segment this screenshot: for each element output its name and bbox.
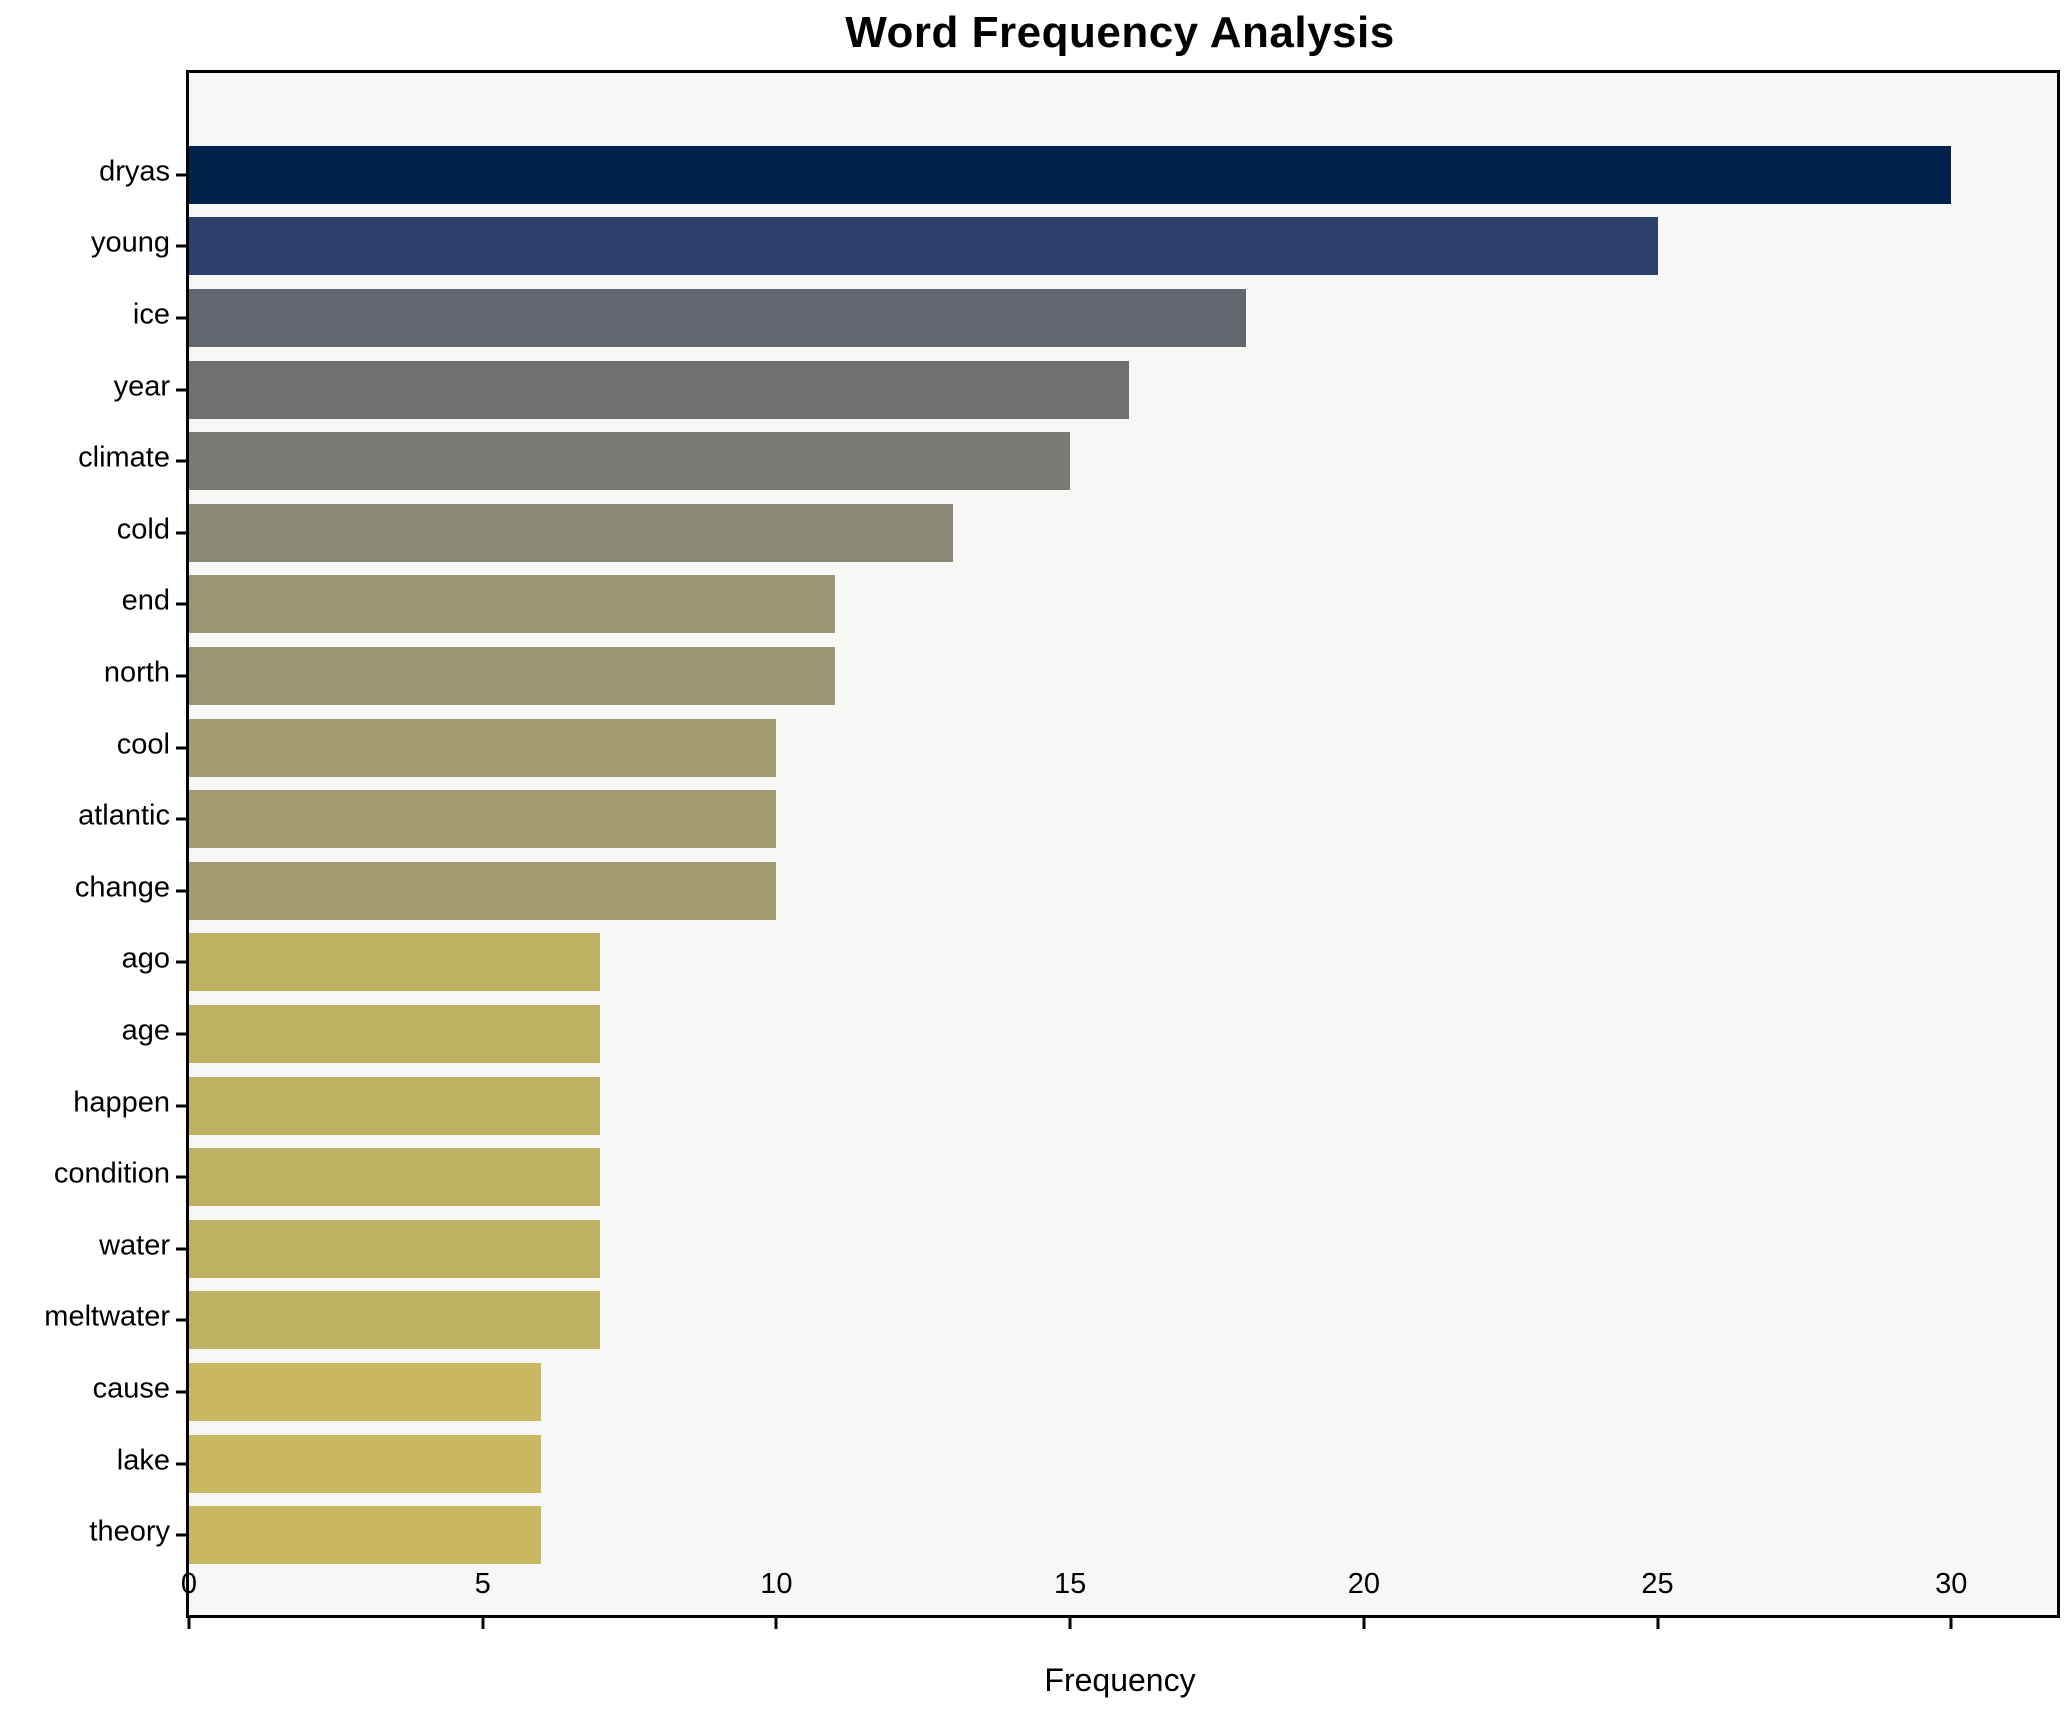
- bar-ice: [189, 289, 1247, 347]
- x-tick-label-0: 0: [180, 1568, 198, 1600]
- bar-cause: [189, 1363, 542, 1421]
- bar-condition: [189, 1148, 601, 1207]
- x-axis-label: Frequency: [1044, 1662, 1196, 1698]
- y-tick-mark: [176, 531, 186, 535]
- bar-cool: [189, 718, 777, 777]
- y-tick-mark: [176, 1175, 186, 1179]
- y-tick-label-north: north: [103, 656, 170, 689]
- plot-area: [176, 70, 2060, 1629]
- y-tick-mark: [176, 388, 186, 392]
- x-tick-label-30: 30: [1935, 1568, 1968, 1600]
- y-tick-mark: [176, 1533, 186, 1537]
- y-tick-mark: [176, 817, 186, 821]
- y-tick-label-meltwater: meltwater: [44, 1300, 170, 1333]
- y-tick-label-happen: happen: [73, 1086, 170, 1119]
- y-tick-label-young: young: [90, 226, 170, 259]
- x-tick-mark: [774, 1618, 778, 1629]
- bar-lake: [189, 1434, 542, 1493]
- y-tick-label-water: water: [99, 1229, 170, 1262]
- x-tick-mark: [1949, 1618, 1953, 1629]
- bar-young: [189, 217, 1658, 276]
- y-tick-mark: [176, 960, 186, 964]
- x-tick-mark: [1362, 1618, 1366, 1629]
- y-tick-mark: [176, 1318, 186, 1322]
- x-tick-mark: [481, 1618, 485, 1629]
- bar-dryas: [189, 145, 1952, 204]
- y-tick-label-cold: cold: [116, 513, 170, 546]
- y-tick-label-year: year: [113, 370, 170, 403]
- bar-atlantic: [189, 790, 777, 849]
- y-tick-mark: [176, 173, 186, 177]
- bar-age: [189, 1005, 601, 1063]
- y-tick-mark: [176, 602, 186, 606]
- y-tick-label-climate: climate: [78, 441, 170, 474]
- x-tick-label-5: 5: [474, 1568, 491, 1600]
- y-tick-mark: [176, 1247, 186, 1251]
- bar-cold: [189, 503, 953, 562]
- y-tick-label-ice: ice: [132, 298, 170, 331]
- x-tick-mark: [187, 1618, 191, 1629]
- y-tick-label-cause: cause: [92, 1372, 170, 1405]
- bar-north: [189, 647, 836, 705]
- y-tick-mark: [176, 1104, 186, 1108]
- bar-end: [189, 575, 836, 634]
- bar-water: [189, 1219, 601, 1278]
- y-tick-mark: [176, 1032, 186, 1036]
- y-tick-label-atlantic: atlantic: [78, 799, 170, 832]
- x-tick-label-10: 10: [760, 1568, 793, 1600]
- y-tick-label-end: end: [121, 584, 170, 617]
- y-tick-label-condition: condition: [53, 1157, 170, 1190]
- x-tick-label-20: 20: [1347, 1568, 1380, 1600]
- bar-ago: [189, 933, 601, 992]
- y-tick-label-ago: ago: [121, 942, 170, 975]
- y-tick-mark: [176, 889, 186, 893]
- x-tick-mark: [1068, 1618, 1072, 1629]
- x-tick-label-15: 15: [1053, 1568, 1087, 1600]
- y-tick-mark: [176, 1390, 186, 1394]
- y-tick-mark: [176, 746, 186, 750]
- y-tick-mark: [176, 459, 186, 463]
- y-tick-mark: [176, 674, 186, 678]
- x-tick-mark: [1656, 1618, 1660, 1629]
- bar-happen: [189, 1076, 601, 1135]
- y-tick-label-dryas: dryas: [99, 155, 170, 188]
- chart-title: Word Frequency Analysis: [845, 8, 1395, 57]
- x-tick-label-25: 25: [1641, 1568, 1674, 1600]
- bar-theory: [189, 1506, 542, 1565]
- bar-change: [189, 861, 777, 920]
- y-tick-mark: [176, 244, 186, 248]
- bar-meltwater: [189, 1291, 601, 1350]
- y-tick-label-age: age: [121, 1014, 170, 1047]
- y-tick-label-change: change: [74, 871, 170, 904]
- y-tick-label-cool: cool: [116, 728, 170, 761]
- y-tick-mark: [176, 1462, 186, 1466]
- bar-year: [189, 360, 1129, 419]
- y-tick-mark: [176, 316, 186, 320]
- y-tick-label-theory: theory: [89, 1515, 170, 1548]
- y-tick-label-lake: lake: [116, 1444, 170, 1477]
- bar-climate: [189, 432, 1071, 491]
